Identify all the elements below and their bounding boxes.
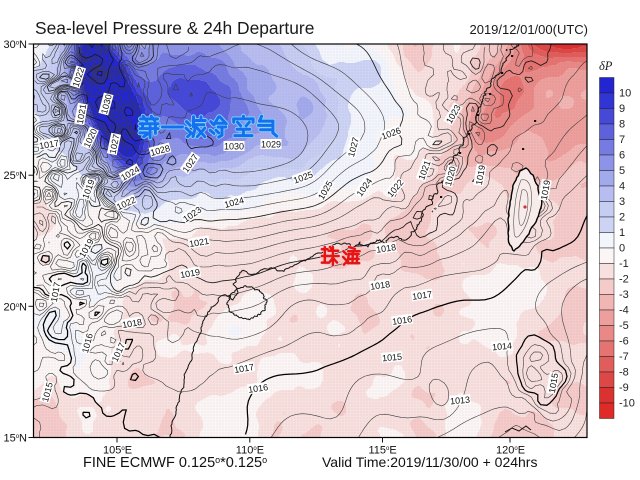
svg-text:FINE ECMWF 0.125o*0.125o: FINE ECMWF 0.125o*0.125o xyxy=(83,455,267,471)
svg-text:-10: -10 xyxy=(619,398,635,410)
svg-text:1017: 1017 xyxy=(233,362,254,375)
svg-text:15oN: 15oN xyxy=(3,433,27,445)
svg-text:8: 8 xyxy=(619,119,625,131)
svg-text:-6: -6 xyxy=(619,336,629,348)
svg-text:1014: 1014 xyxy=(492,341,513,353)
svg-text:6: 6 xyxy=(619,150,625,162)
svg-text:115oE: 115oE xyxy=(369,445,397,457)
svg-text:1016: 1016 xyxy=(247,382,268,395)
svg-text:Valid Time:2019/11/30/00 + 024: Valid Time:2019/11/30/00 + 024hrs xyxy=(322,454,537,470)
svg-text:1018: 1018 xyxy=(375,242,396,255)
svg-text:-5: -5 xyxy=(619,320,629,332)
svg-text:1: 1 xyxy=(619,227,625,239)
svg-text:δP: δP xyxy=(599,59,613,73)
svg-text:-9: -9 xyxy=(619,382,629,394)
svg-text:0: 0 xyxy=(619,243,625,255)
svg-text:1015: 1015 xyxy=(382,352,403,364)
svg-text:1027: 1027 xyxy=(108,133,122,155)
svg-text:1019: 1019 xyxy=(179,267,200,280)
svg-text:-7: -7 xyxy=(619,351,629,363)
svg-text:1019: 1019 xyxy=(474,164,487,185)
svg-text:1013: 1013 xyxy=(450,395,471,407)
svg-text:5: 5 xyxy=(619,165,625,177)
svg-text:1017: 1017 xyxy=(411,289,432,302)
svg-text:-2: -2 xyxy=(619,274,629,286)
svg-text:-8: -8 xyxy=(619,367,629,379)
svg-text:-3: -3 xyxy=(619,289,629,301)
svg-text:10: 10 xyxy=(619,88,631,100)
svg-text:120oE: 120oE xyxy=(496,445,525,457)
svg-text:110oE: 110oE xyxy=(236,445,264,457)
svg-text:-4: -4 xyxy=(619,305,629,317)
svg-text:2: 2 xyxy=(619,212,625,224)
svg-text:1021: 1021 xyxy=(188,236,209,249)
svg-text:1030: 1030 xyxy=(224,142,244,152)
svg-text:30oN: 30oN xyxy=(3,39,27,51)
svg-text:9: 9 xyxy=(619,103,625,115)
svg-text:1021: 1021 xyxy=(75,103,88,124)
svg-text:1017: 1017 xyxy=(49,281,62,302)
svg-text:Sea-level Pressure & 24h Depar: Sea-level Pressure & 24h Departure xyxy=(35,18,314,38)
svg-text:1018: 1018 xyxy=(369,279,390,292)
svg-text:1018: 1018 xyxy=(121,317,142,330)
svg-text:1019: 1019 xyxy=(539,179,552,200)
svg-text:2019/12/01/00(UTC): 2019/12/01/00(UTC) xyxy=(469,22,588,37)
svg-text:1017: 1017 xyxy=(38,138,59,151)
svg-text:-1: -1 xyxy=(619,258,629,270)
svg-text:20oN: 20oN xyxy=(3,301,27,313)
svg-text:3: 3 xyxy=(619,196,625,208)
svg-text:1015: 1015 xyxy=(547,372,560,393)
svg-text:1029: 1029 xyxy=(261,140,281,150)
svg-text:7: 7 xyxy=(619,134,625,146)
svg-text:1016: 1016 xyxy=(391,314,412,327)
svg-text:4: 4 xyxy=(619,181,625,193)
svg-text:25oN: 25oN xyxy=(3,170,27,182)
svg-text:105oE: 105oE xyxy=(103,445,132,457)
